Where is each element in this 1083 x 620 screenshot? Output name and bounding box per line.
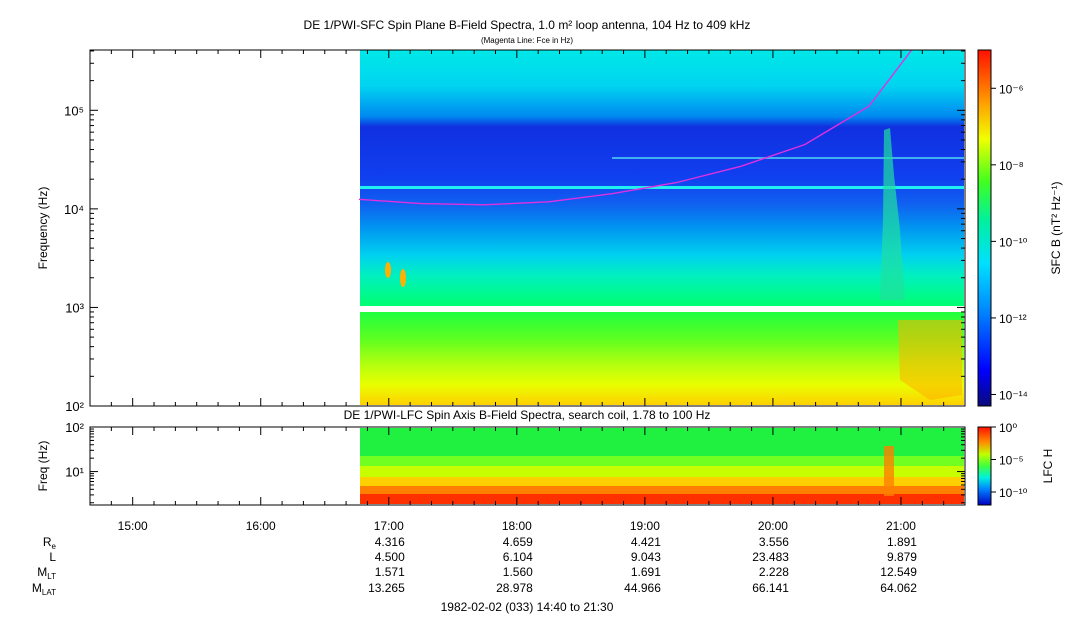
lfc-colorbar-label: LFC H xyxy=(1041,449,1055,484)
ephemeris-value: 13.265 xyxy=(368,581,405,595)
footer-date-range: 1982-02-02 (033) 14:40 to 21:30 xyxy=(441,600,614,614)
ephemeris-value: 23.483 xyxy=(752,550,789,564)
time-tick-label: 16:00 xyxy=(246,519,276,533)
time-tick-label: 21:00 xyxy=(886,519,916,533)
sfc-spectrogram-image xyxy=(360,50,964,405)
lfc-colorbar-gradient xyxy=(977,426,992,506)
ephemeris-value: 1.891 xyxy=(887,535,917,549)
sfc-panel-title: DE 1/PWI-SFC Spin Plane B-Field Spectra,… xyxy=(304,18,751,32)
time-tick-label: 15:00 xyxy=(118,519,148,533)
ephemeris-value: 9.879 xyxy=(887,550,917,564)
sfc-burst xyxy=(880,128,905,300)
lfc-colorbar-tick-label: 10⁻¹⁰ xyxy=(999,486,1028,500)
sfc-colorbar-tick-label: 10⁻¹² xyxy=(999,312,1027,326)
ephemeris-value: 4.316 xyxy=(375,535,405,549)
lfc-burst xyxy=(884,446,894,496)
ephemeris-row-label: L xyxy=(49,550,56,564)
lfc-band xyxy=(360,486,964,494)
ephemeris-value: 44.966 xyxy=(624,581,661,595)
sfc-spectrogram-panel: 10² 10³ 10⁴ 10⁵ Frequency (Hz) xyxy=(36,49,966,414)
fce-magenta-line xyxy=(358,49,913,206)
sfc-colorbar-tick-label: 10⁻¹⁴ xyxy=(999,388,1028,402)
ephemeris-value: 66.141 xyxy=(752,581,789,595)
lfc-y-tick-label: 10² xyxy=(65,420,84,435)
lfc-y-axis-label: Freq (Hz) xyxy=(36,441,50,492)
ephemeris-value: 1.571 xyxy=(375,565,405,579)
time-tick-label: 18:00 xyxy=(502,519,532,533)
sfc-faint-line xyxy=(612,157,964,159)
ephemeris-value: 9.043 xyxy=(631,550,661,564)
time-axis: 15:00 16:00 17:00 18:00 19:00 20:00 21:00 xyxy=(89,50,966,533)
sfc-emission-spot xyxy=(385,262,391,278)
lfc-colorbar-tick-label: 10⁰ xyxy=(999,421,1017,435)
ephemeris-row-label: MLAT xyxy=(32,581,56,597)
ephemeris-value: 64.062 xyxy=(880,581,917,595)
sfc-cyan-line xyxy=(360,186,964,189)
lfc-colorbar-tick-label: 10⁻⁵ xyxy=(999,454,1024,468)
lfc-band xyxy=(360,477,964,486)
lfc-band xyxy=(360,494,964,504)
sfc-colorbar-gradient xyxy=(977,49,992,407)
ephemeris-value: 4.500 xyxy=(375,550,405,564)
ephemeris-row-label: Re xyxy=(43,535,57,551)
sfc-colorbar: 10⁻⁶ 10⁻⁸ 10⁻¹⁰ 10⁻¹² 10⁻¹⁴ SFC B (nT² Hz⁻¹) xyxy=(977,49,1063,407)
sfc-y-axis: 10² 10³ 10⁴ 10⁵ xyxy=(64,50,965,414)
lfc-plot-frame xyxy=(89,426,966,506)
ephemeris-value: 6.104 xyxy=(503,550,533,564)
ephemeris-row-label: MLT xyxy=(37,565,56,581)
sfc-y-tick-label: 10⁴ xyxy=(64,202,84,217)
sfc-y-tick-label: 10⁵ xyxy=(64,103,84,118)
lfc-y-tick-label: 10¹ xyxy=(65,465,84,480)
sfc-colorbar-tick-label: 10⁻⁸ xyxy=(999,159,1024,173)
sfc-panel-subtitle: (Magenta Line: Fce in Hz) xyxy=(481,36,573,45)
ephemeris-value: 1.560 xyxy=(503,565,533,579)
lfc-spectrogram-panel: 10² 10¹ Freq (Hz) xyxy=(36,420,966,506)
sfc-y-axis-label: Frequency (Hz) xyxy=(36,187,50,270)
sfc-colorbar-tick-label: 10⁻¹⁰ xyxy=(999,235,1028,249)
ephemeris-value: 12.549 xyxy=(880,565,917,579)
lfc-panel-title: DE 1/PWI-LFC Spin Axis B-Field Spectra, … xyxy=(344,408,711,422)
ephemeris-value: 2.228 xyxy=(759,565,789,579)
ephemeris-table: Re 4.316 4.659 4.421 3.556 1.891 L 4.500 6.104 9.… xyxy=(32,535,917,597)
sfc-high-band xyxy=(360,50,964,306)
lfc-colorbar: 10⁰ 10⁻⁵ 10⁻¹⁰ LFC H xyxy=(977,421,1055,506)
sfc-burst-low xyxy=(898,320,962,400)
sfc-y-tick-label: 10² xyxy=(65,399,84,414)
sfc-emission-spot xyxy=(400,269,406,287)
ephemeris-value: 1.691 xyxy=(631,565,661,579)
lfc-band xyxy=(360,456,964,466)
lfc-y-axis: 10² 10¹ xyxy=(65,420,965,504)
time-tick-label: 19:00 xyxy=(630,519,660,533)
sfc-colorbar-label: SFC B (nT² Hz⁻¹) xyxy=(1049,182,1063,275)
time-tick-label: 20:00 xyxy=(758,519,788,533)
lfc-colorbar-ticks: 10⁰ 10⁻⁵ 10⁻¹⁰ xyxy=(991,421,1028,500)
ephemeris-value: 3.556 xyxy=(759,535,789,549)
ephemeris-value: 4.659 xyxy=(503,535,533,549)
sfc-low-band xyxy=(360,312,964,405)
sfc-colorbar-ticks: 10⁻⁶ 10⁻⁸ 10⁻¹⁰ 10⁻¹² 10⁻¹⁴ xyxy=(991,82,1028,402)
sfc-y-tick-label: 10³ xyxy=(65,300,84,315)
sfc-plot-frame xyxy=(89,49,966,407)
lfc-spectrogram-image xyxy=(360,428,964,504)
time-tick-label: 17:00 xyxy=(374,519,404,533)
lfc-band xyxy=(360,428,964,456)
lfc-band xyxy=(360,466,964,477)
ephemeris-value: 4.421 xyxy=(631,535,661,549)
ephemeris-value: 28.978 xyxy=(496,581,533,595)
sfc-colorbar-tick-label: 10⁻⁶ xyxy=(999,82,1024,96)
